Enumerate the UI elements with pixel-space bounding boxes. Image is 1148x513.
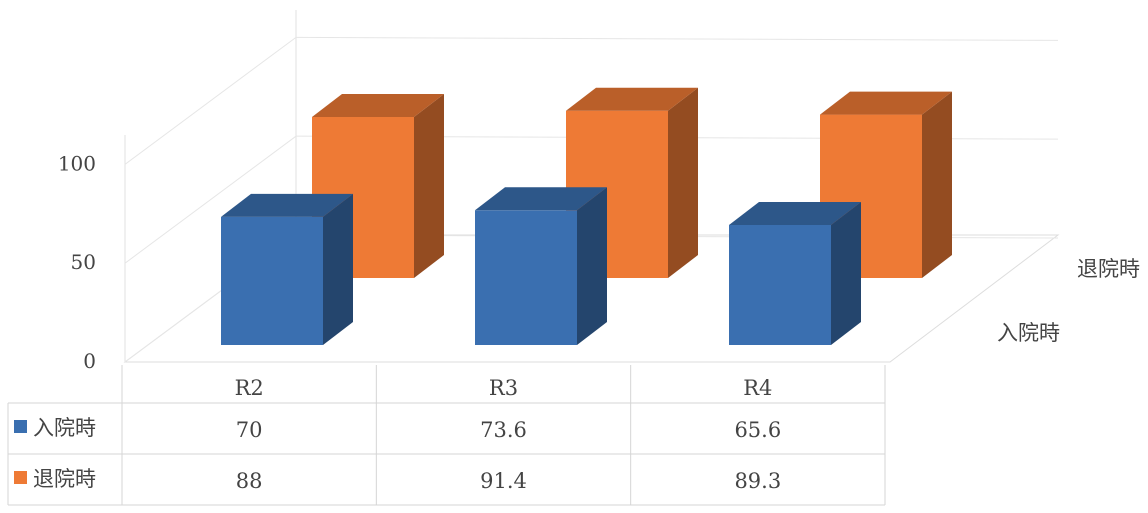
bar-top <box>729 201 861 225</box>
bar-side <box>414 93 444 279</box>
bar-top <box>566 87 698 111</box>
depth-label-discharge: 退院時 <box>1077 257 1140 281</box>
y-tick-label: 0 <box>83 349 96 373</box>
bar-top <box>820 91 952 115</box>
legend-label: 退院時 <box>33 467 96 491</box>
y-axis-ticks: 0 50 100 <box>58 151 96 373</box>
bar-admission-R3 <box>475 187 607 345</box>
bar-admission-R2 <box>221 193 353 345</box>
data-table-value: 73.6 <box>480 418 527 442</box>
data-table-value: 89.3 <box>734 469 781 493</box>
gridline-side <box>124 135 297 264</box>
y-tick-label: 50 <box>71 250 96 274</box>
bar-side <box>323 193 353 345</box>
data-table: R2 R3 R4 入院時 70 73.6 65.6 退院時 88 91.4 89.3 <box>7 365 886 506</box>
legend-key <box>14 471 27 484</box>
bar-discharge-R4 <box>820 91 952 279</box>
legend-label: 入院時 <box>33 416 96 440</box>
x-tick-label: R4 <box>743 376 772 400</box>
bar-side <box>922 91 952 279</box>
bar-top <box>221 193 353 217</box>
x-tick-label: R2 <box>235 376 264 400</box>
data-table-value: 88 <box>236 469 263 493</box>
bar-front <box>475 210 577 345</box>
bar-front <box>729 224 831 345</box>
bar-admission-R4 <box>729 201 861 345</box>
bar-front <box>221 216 323 345</box>
chart-bars <box>221 87 952 345</box>
data-table-value: 91.4 <box>480 469 527 493</box>
bar-side <box>668 87 698 278</box>
bar-side <box>577 187 607 345</box>
bar-side <box>831 201 861 345</box>
y-tick-label: 100 <box>58 151 96 175</box>
bar-top <box>312 93 444 117</box>
x-tick-label: R3 <box>489 376 518 400</box>
data-table-value: 65.6 <box>734 418 781 442</box>
gridline-side <box>124 36 297 165</box>
legend-key <box>14 420 27 433</box>
data-table-value: 70 <box>236 418 263 442</box>
depth-label-admission: 入院時 <box>997 321 1060 345</box>
gridline-back <box>295 36 1059 41</box>
bar-top <box>475 187 607 211</box>
